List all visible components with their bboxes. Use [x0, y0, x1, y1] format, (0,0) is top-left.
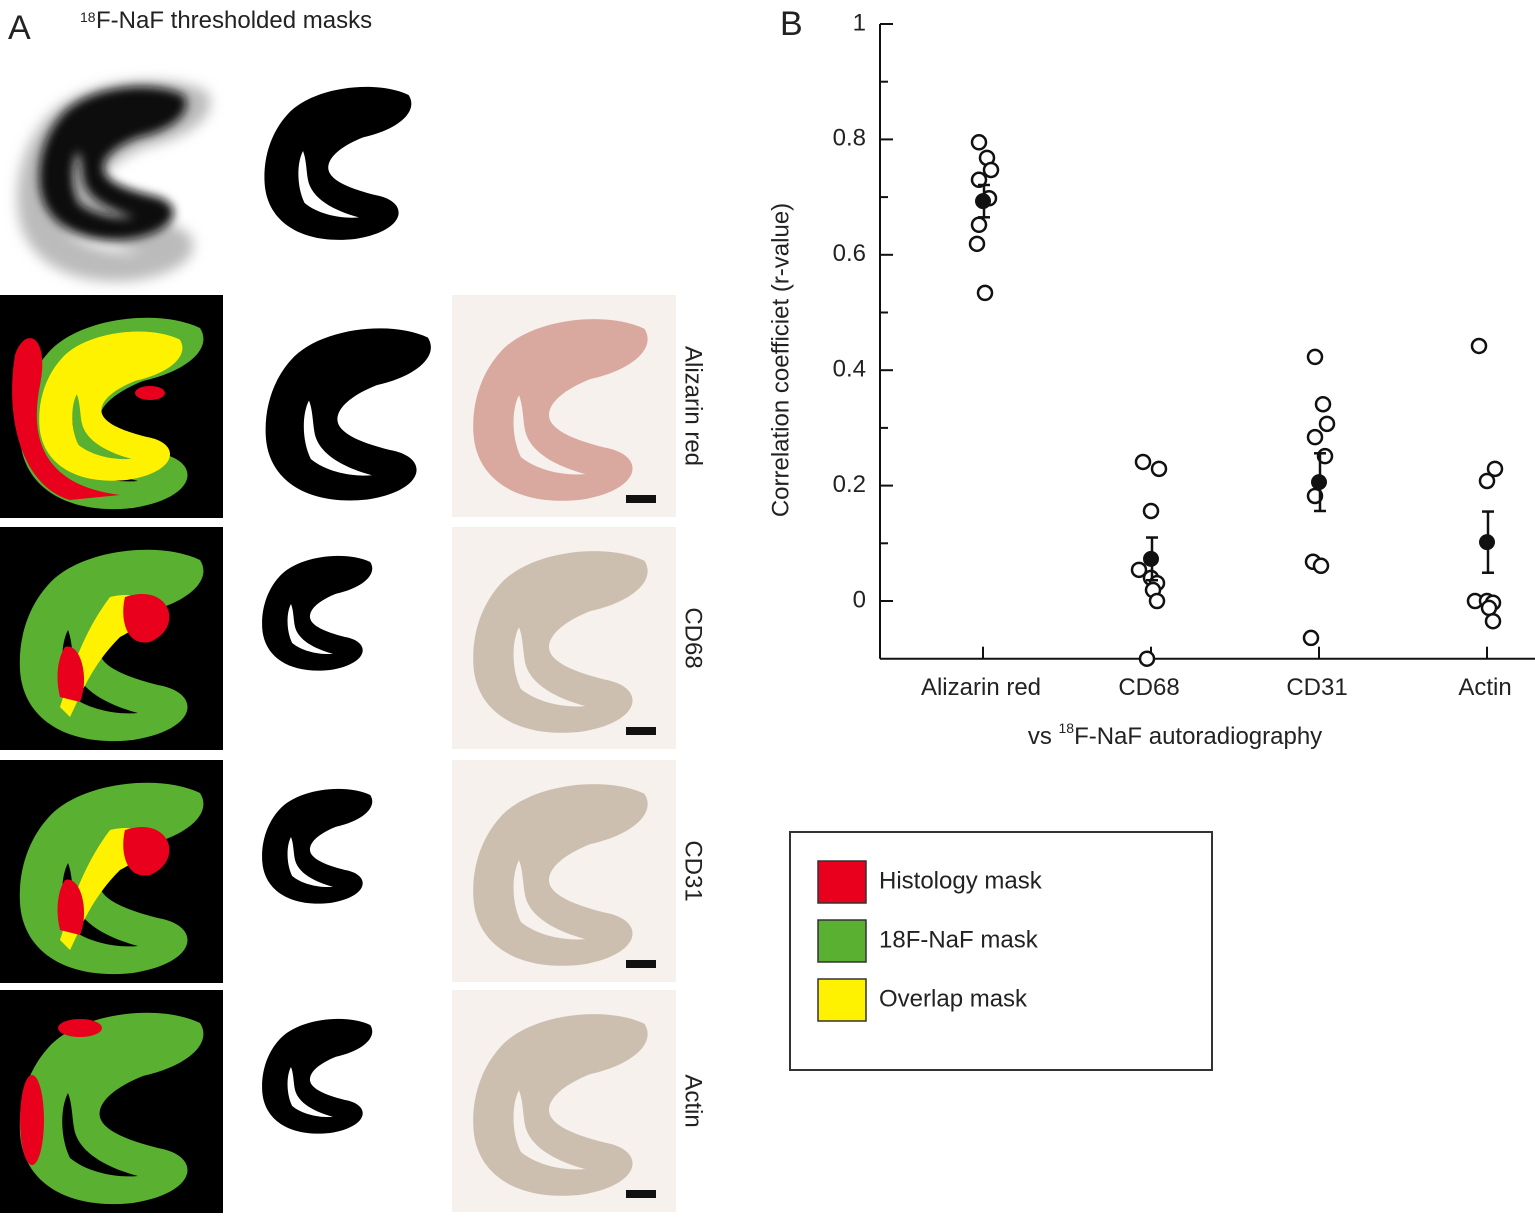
- data-point: [1142, 502, 1160, 520]
- x-tick-label: CD31: [1286, 674, 1347, 701]
- chart: B Correlation coefficiet (r-value) vs 18…: [767, 5, 1535, 750]
- data-point: [1302, 629, 1320, 647]
- row-label: Alizarin red: [680, 346, 707, 466]
- scale-bar: [626, 727, 656, 735]
- data-point: [982, 161, 1000, 179]
- mean-point: [1479, 534, 1495, 551]
- y-tick-label: 1: [853, 9, 866, 36]
- mean-point: [1311, 474, 1327, 491]
- mean-point: [1143, 550, 1159, 567]
- xlabel-text: F-NaF autoradiography: [1074, 723, 1322, 750]
- data-point: [1306, 348, 1324, 366]
- legend-label: Overlap mask: [879, 985, 1028, 1012]
- histology-mask: [262, 788, 373, 904]
- title-text: F-NaF thresholded masks: [96, 7, 372, 34]
- y-tick-label: 0.6: [833, 240, 866, 267]
- panel-label: A: [8, 9, 31, 47]
- data-point: [1486, 460, 1504, 478]
- data-point: [1130, 561, 1148, 579]
- x-tick-label: CD68: [1118, 674, 1179, 701]
- data-point: [1306, 428, 1324, 446]
- y-axis-label: Correlation coefficiet (r-value): [767, 203, 794, 517]
- histology: [57, 879, 85, 935]
- superscript: 18: [80, 9, 96, 25]
- y-tick-label: 0.4: [833, 356, 866, 383]
- histology: [135, 386, 165, 400]
- histology-mask: [262, 555, 373, 671]
- scale-bar: [626, 495, 656, 503]
- data-point: [1470, 337, 1488, 355]
- data-point: [1148, 592, 1166, 610]
- histology: [123, 826, 170, 876]
- panel-title: 18F-NaF thresholded masks: [80, 7, 372, 34]
- histology: [12, 338, 120, 500]
- data-point: [1138, 650, 1156, 667]
- mean-point: [975, 193, 991, 210]
- histology: [57, 646, 85, 702]
- panel-a-images: [17, 80, 412, 282]
- prefix: vs: [1028, 723, 1059, 750]
- x-tick-label: Alizarin red: [921, 674, 1041, 701]
- data-point: [968, 235, 986, 253]
- y-tick-label: 0.8: [833, 125, 866, 152]
- data-point: [970, 216, 988, 234]
- x-axis-label: vs 18F-NaF autoradiography: [1028, 720, 1322, 751]
- row-label: CD68: [680, 607, 707, 668]
- data-point: [1318, 415, 1336, 433]
- histology: [58, 1019, 102, 1037]
- scale-bar: [626, 1190, 656, 1198]
- scale-bar: [626, 960, 656, 968]
- data-point: [1314, 395, 1332, 413]
- histology-mask: [262, 1018, 373, 1134]
- data-point: [1134, 453, 1152, 471]
- histology-mask: [265, 328, 431, 501]
- data-point: [970, 134, 988, 151]
- legend-swatch: [817, 919, 867, 963]
- data-point: [1312, 557, 1330, 575]
- histology: [20, 1075, 44, 1165]
- legend-swatch: [817, 860, 867, 904]
- legend-label: 18F-NaF mask: [879, 926, 1039, 953]
- panel-a-rows: Alizarin red CD68 CD31 Actin: [0, 295, 707, 1213]
- data-point: [1484, 612, 1502, 630]
- panel-label: B: [780, 5, 803, 43]
- legend-label: Histology mask: [879, 867, 1043, 894]
- data-point: [1150, 460, 1168, 478]
- row-label: CD31: [680, 840, 707, 901]
- threshold-mask: [264, 86, 412, 240]
- data-point: [1480, 599, 1498, 617]
- data-point: [1478, 472, 1496, 490]
- legend-swatch: [817, 978, 867, 1022]
- y-tick-label: 0: [853, 586, 866, 613]
- row-label: Actin: [680, 1074, 707, 1127]
- data-point: [970, 171, 988, 189]
- y-tick-label: 0.2: [833, 471, 866, 498]
- legend: Histology mask 18F-NaF mask Overlap mask: [789, 831, 1213, 1071]
- x-tick-label: Actin: [1458, 674, 1511, 701]
- superscript: 18: [1058, 720, 1074, 736]
- histology: [123, 593, 170, 643]
- data-point: [976, 284, 994, 302]
